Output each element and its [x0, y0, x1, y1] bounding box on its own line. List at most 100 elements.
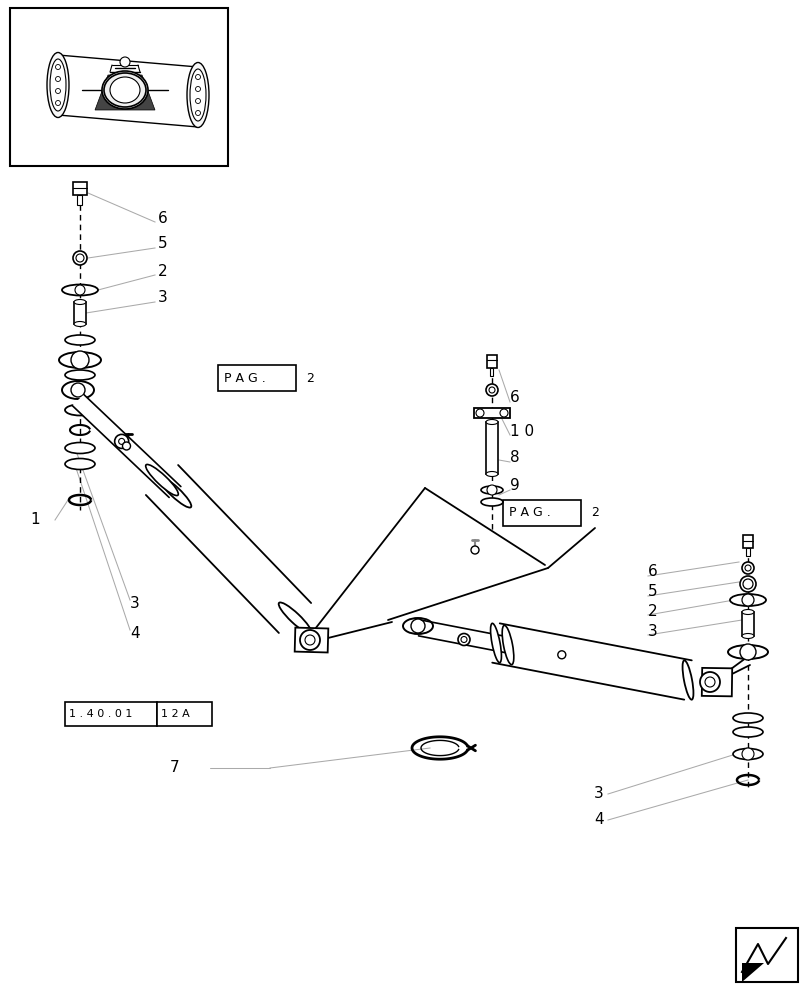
Ellipse shape — [480, 498, 502, 506]
Text: 1 0: 1 0 — [509, 424, 534, 438]
Ellipse shape — [278, 602, 311, 634]
Ellipse shape — [732, 713, 762, 723]
Polygon shape — [418, 620, 508, 653]
Ellipse shape — [65, 458, 95, 470]
Text: 6: 6 — [158, 211, 168, 226]
Circle shape — [486, 384, 497, 396]
Ellipse shape — [501, 625, 513, 665]
Circle shape — [73, 251, 87, 265]
Circle shape — [704, 677, 714, 687]
Bar — [742, 535, 752, 548]
Ellipse shape — [682, 660, 693, 700]
Circle shape — [557, 651, 565, 659]
Ellipse shape — [145, 464, 178, 496]
Ellipse shape — [729, 594, 765, 606]
Circle shape — [457, 634, 470, 646]
Polygon shape — [491, 623, 691, 700]
Polygon shape — [294, 628, 328, 652]
Text: 4: 4 — [130, 626, 139, 642]
Circle shape — [410, 619, 424, 633]
Circle shape — [114, 434, 128, 448]
Ellipse shape — [47, 53, 69, 118]
Text: 1 2 A: 1 2 A — [161, 709, 190, 719]
Circle shape — [744, 565, 750, 571]
Bar — [741, 612, 753, 636]
Text: 5: 5 — [158, 236, 167, 251]
Text: 1 . 4 0 . 0 1: 1 . 4 0 . 0 1 — [69, 709, 132, 719]
Ellipse shape — [59, 352, 101, 368]
Circle shape — [120, 57, 130, 67]
Text: 6: 6 — [647, 564, 657, 580]
Circle shape — [195, 75, 200, 80]
Circle shape — [55, 89, 61, 94]
Circle shape — [71, 351, 89, 369]
Bar — [502, 500, 581, 526]
Bar — [735, 928, 797, 982]
Circle shape — [742, 579, 752, 589]
Ellipse shape — [402, 618, 432, 634]
Bar — [74, 302, 86, 324]
Ellipse shape — [65, 442, 95, 454]
Ellipse shape — [102, 71, 148, 109]
Ellipse shape — [480, 486, 502, 494]
Ellipse shape — [65, 370, 95, 380]
Circle shape — [195, 87, 200, 92]
Ellipse shape — [732, 727, 762, 737]
Circle shape — [195, 99, 200, 104]
Circle shape — [75, 285, 85, 295]
Bar — [745, 548, 749, 556]
Circle shape — [470, 546, 478, 554]
Circle shape — [741, 594, 753, 606]
Bar — [77, 195, 83, 205]
Ellipse shape — [50, 59, 66, 111]
Polygon shape — [146, 465, 311, 633]
Circle shape — [299, 630, 320, 650]
Bar — [490, 368, 493, 376]
Circle shape — [500, 409, 508, 417]
Bar — [65, 702, 157, 726]
Ellipse shape — [62, 381, 94, 399]
Text: 2: 2 — [590, 506, 599, 520]
Text: 3: 3 — [594, 786, 603, 801]
Ellipse shape — [62, 284, 98, 296]
Circle shape — [699, 672, 719, 692]
Text: 1: 1 — [30, 512, 40, 528]
Circle shape — [741, 748, 753, 760]
Ellipse shape — [109, 77, 139, 103]
Text: 6: 6 — [509, 390, 519, 406]
Bar — [217, 365, 296, 391]
Bar — [157, 702, 212, 726]
Text: 9: 9 — [509, 479, 519, 493]
Circle shape — [55, 65, 61, 70]
Circle shape — [55, 101, 61, 106]
Circle shape — [122, 442, 131, 450]
Ellipse shape — [74, 322, 86, 326]
Circle shape — [76, 254, 84, 262]
Ellipse shape — [732, 748, 762, 760]
Circle shape — [487, 485, 496, 495]
Circle shape — [741, 562, 753, 574]
Text: 3: 3 — [158, 290, 168, 306]
Polygon shape — [741, 963, 763, 982]
Ellipse shape — [741, 609, 753, 614]
Bar — [486, 422, 497, 474]
Circle shape — [739, 644, 755, 660]
Text: 7: 7 — [169, 760, 179, 776]
Bar — [474, 408, 509, 418]
Text: P A G .: P A G . — [224, 371, 265, 384]
Text: 3: 3 — [647, 624, 657, 638]
Polygon shape — [95, 75, 155, 110]
Text: 8: 8 — [509, 450, 519, 466]
Text: 3: 3 — [130, 596, 139, 611]
Text: 2: 2 — [306, 371, 314, 384]
Text: 4: 4 — [594, 812, 603, 827]
Bar — [487, 355, 496, 368]
Ellipse shape — [490, 623, 501, 663]
Ellipse shape — [65, 404, 95, 416]
Circle shape — [475, 409, 483, 417]
Ellipse shape — [65, 335, 95, 345]
Ellipse shape — [486, 420, 497, 424]
Circle shape — [118, 438, 125, 444]
Bar — [73, 182, 87, 195]
Ellipse shape — [741, 634, 753, 638]
